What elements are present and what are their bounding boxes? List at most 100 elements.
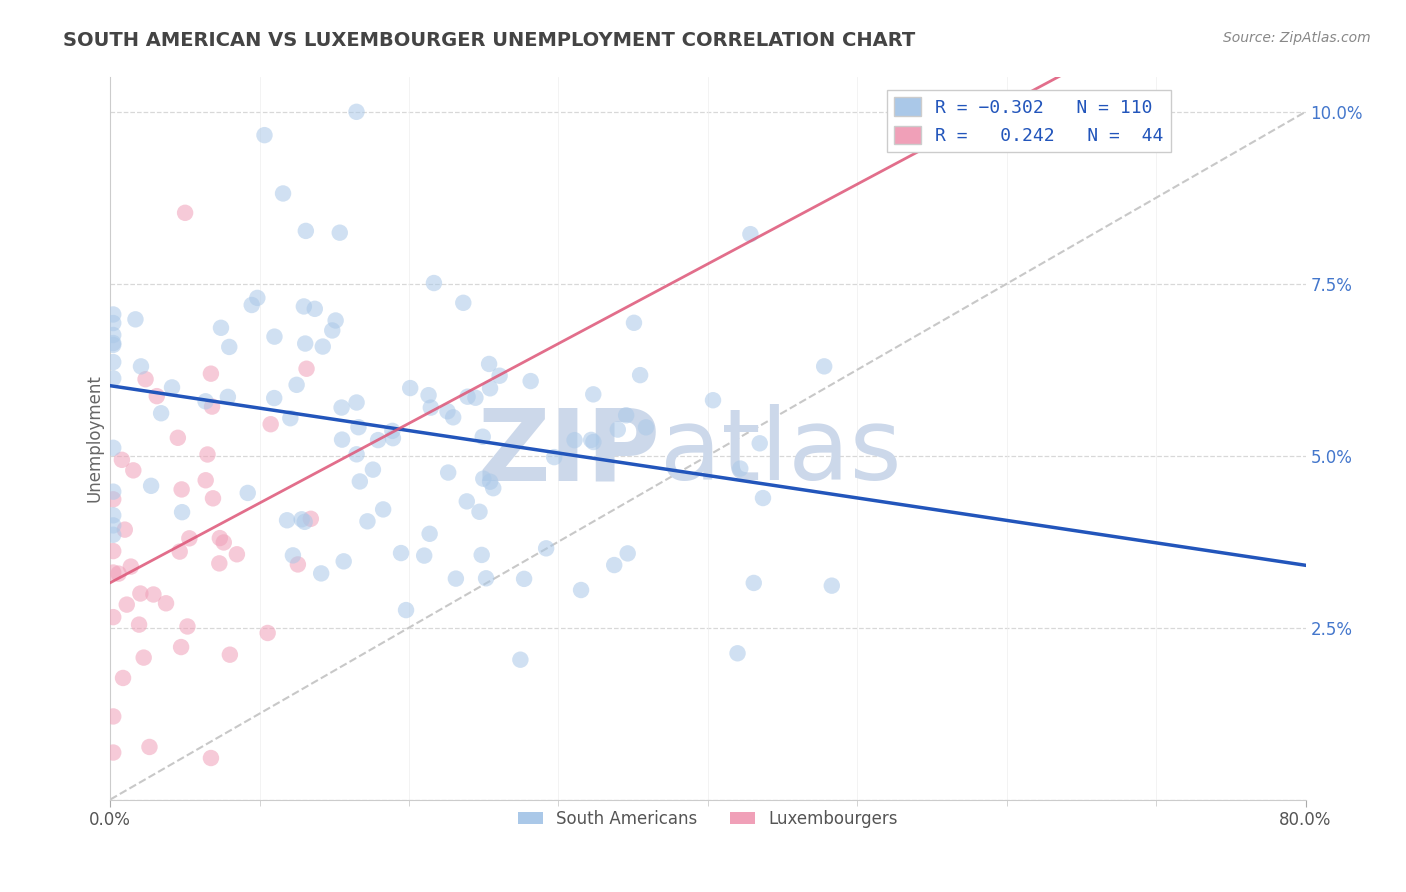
Point bbox=[155, 596, 177, 610]
Point bbox=[146, 389, 169, 403]
Point bbox=[330, 433, 353, 447]
Point bbox=[603, 558, 626, 572]
Point bbox=[373, 502, 395, 516]
Point bbox=[139, 479, 162, 493]
Point bbox=[441, 410, 464, 425]
Point bbox=[129, 586, 152, 600]
Point bbox=[381, 424, 404, 438]
Point bbox=[742, 576, 765, 591]
Point bbox=[325, 313, 347, 327]
Point bbox=[281, 549, 304, 563]
Point bbox=[103, 544, 125, 558]
Point bbox=[614, 409, 637, 423]
Point bbox=[103, 518, 125, 533]
Point bbox=[347, 420, 370, 434]
Point bbox=[103, 336, 125, 351]
Point bbox=[389, 546, 412, 560]
Point bbox=[346, 104, 368, 119]
Point bbox=[444, 572, 467, 586]
Point bbox=[135, 372, 157, 386]
Point bbox=[285, 377, 308, 392]
Point bbox=[112, 671, 135, 685]
Point bbox=[103, 508, 125, 523]
Point bbox=[263, 391, 285, 405]
Point bbox=[821, 579, 844, 593]
Point bbox=[740, 227, 762, 242]
Point bbox=[246, 291, 269, 305]
Point bbox=[120, 559, 142, 574]
Point bbox=[103, 338, 125, 352]
Point bbox=[103, 709, 125, 723]
Point bbox=[437, 466, 460, 480]
Point bbox=[356, 514, 378, 528]
Point bbox=[169, 544, 191, 558]
Point bbox=[479, 475, 502, 489]
Point bbox=[312, 340, 335, 354]
Point bbox=[103, 371, 125, 385]
Point bbox=[225, 547, 247, 561]
Point bbox=[260, 417, 283, 432]
Point bbox=[564, 433, 586, 447]
Point bbox=[253, 128, 276, 143]
Point bbox=[150, 406, 173, 420]
Point bbox=[197, 448, 219, 462]
Point bbox=[346, 447, 368, 461]
Point bbox=[399, 381, 422, 395]
Point bbox=[124, 312, 146, 326]
Point bbox=[381, 431, 404, 445]
Point bbox=[419, 401, 441, 415]
Point bbox=[179, 532, 201, 546]
Point bbox=[464, 391, 486, 405]
Point bbox=[752, 491, 775, 505]
Point bbox=[103, 484, 125, 499]
Point bbox=[170, 640, 193, 654]
Point bbox=[488, 368, 510, 383]
Point bbox=[271, 186, 294, 201]
Point bbox=[413, 549, 436, 563]
Point bbox=[295, 224, 318, 238]
Point bbox=[208, 557, 231, 571]
Point bbox=[217, 390, 239, 404]
Point bbox=[471, 548, 494, 562]
Point bbox=[208, 531, 231, 545]
Point bbox=[634, 420, 657, 434]
Point bbox=[457, 390, 479, 404]
Point bbox=[240, 298, 263, 312]
Point bbox=[727, 646, 749, 660]
Text: atlas: atlas bbox=[659, 404, 901, 501]
Point bbox=[332, 554, 354, 568]
Text: ZIP: ZIP bbox=[477, 404, 659, 501]
Point bbox=[471, 430, 494, 444]
Point bbox=[299, 512, 322, 526]
Point bbox=[453, 295, 475, 310]
Point bbox=[475, 571, 498, 585]
Point bbox=[519, 374, 541, 388]
Point bbox=[218, 648, 240, 662]
Point bbox=[128, 617, 150, 632]
Text: Source: ZipAtlas.com: Source: ZipAtlas.com bbox=[1223, 31, 1371, 45]
Point bbox=[114, 523, 136, 537]
Point bbox=[582, 387, 605, 401]
Point bbox=[309, 566, 332, 581]
Point bbox=[218, 340, 240, 354]
Point bbox=[200, 367, 222, 381]
Point bbox=[129, 359, 152, 374]
Point bbox=[456, 494, 478, 508]
Point bbox=[287, 558, 309, 572]
Point bbox=[606, 423, 628, 437]
Point bbox=[291, 512, 314, 526]
Point bbox=[276, 513, 298, 527]
Point bbox=[616, 546, 638, 560]
Point bbox=[115, 598, 138, 612]
Point bbox=[294, 336, 316, 351]
Point bbox=[166, 431, 188, 445]
Point bbox=[170, 505, 193, 519]
Point bbox=[132, 650, 155, 665]
Point bbox=[236, 486, 259, 500]
Point bbox=[569, 582, 592, 597]
Point bbox=[103, 328, 125, 343]
Point bbox=[349, 475, 371, 489]
Point bbox=[534, 541, 557, 556]
Point bbox=[418, 388, 440, 402]
Point bbox=[748, 436, 770, 450]
